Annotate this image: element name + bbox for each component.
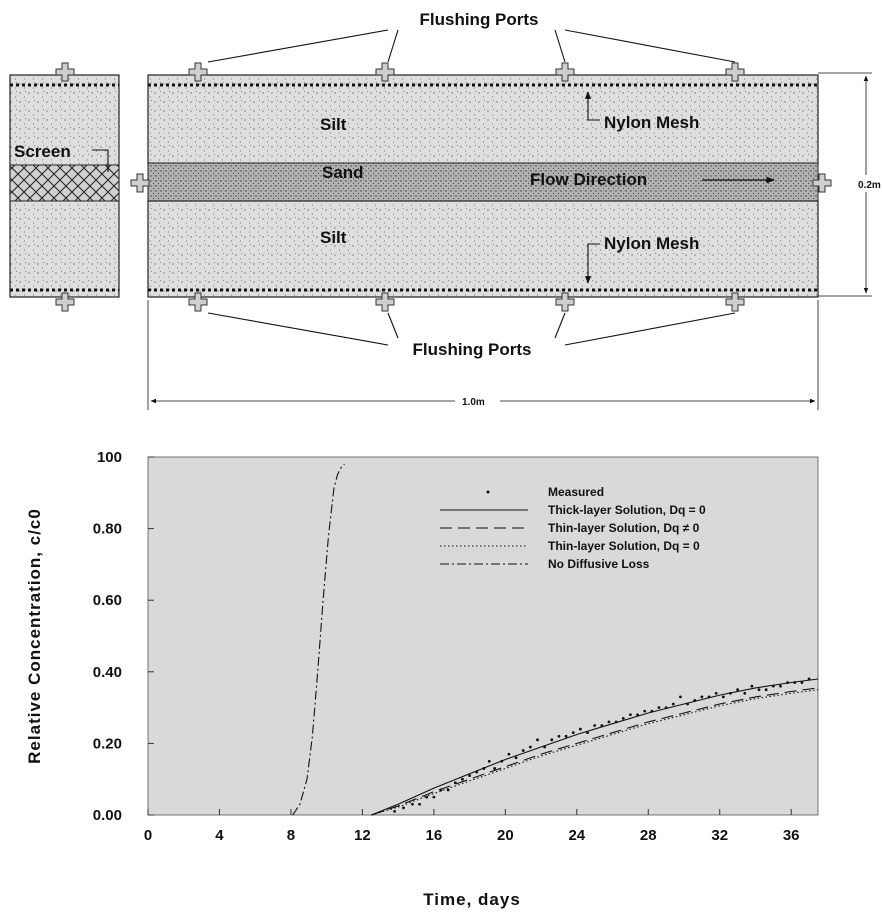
legend: Measured Thick-layer Solution, Dq = 0 Thin… xyxy=(440,485,706,571)
x-tick-label: 36 xyxy=(783,827,800,844)
screen-leader xyxy=(92,149,109,172)
x-axis-title: Time, days xyxy=(423,890,521,909)
end-view-cross-section xyxy=(9,62,120,312)
height-dimension-label: 0.2m xyxy=(858,180,881,191)
x-tick-label: 32 xyxy=(711,827,728,844)
y-tick-label: 0.20 xyxy=(93,735,122,752)
flushing-port-leaders xyxy=(207,29,736,346)
flushing-ports-bottom-label: Flushing Ports xyxy=(413,340,532,359)
data-point xyxy=(800,681,804,684)
data-point xyxy=(468,774,471,778)
nylon-mesh-bottom-leader xyxy=(584,243,600,284)
data-point xyxy=(557,734,561,738)
data-point xyxy=(757,688,761,692)
x-tick-label: 28 xyxy=(640,827,657,844)
length-dimension: 1.0m xyxy=(147,300,819,410)
silt-bottom-label: Silt xyxy=(320,228,347,247)
data-point xyxy=(425,795,429,799)
data-point xyxy=(418,802,421,806)
data-point xyxy=(657,706,661,709)
nylon-mesh-top-leader xyxy=(584,91,600,121)
data-point xyxy=(493,767,497,770)
data-point xyxy=(593,724,597,727)
series-line-dashdot xyxy=(292,463,345,816)
data-point xyxy=(643,709,647,713)
screen-crosshatch xyxy=(9,164,120,202)
data-point xyxy=(607,720,611,724)
data-point xyxy=(393,810,396,813)
legend-label: Thin-layer Solution, Dq ≠ 0 xyxy=(548,521,700,535)
data-point xyxy=(536,738,539,742)
data-point xyxy=(507,752,511,756)
screen-label: Screen xyxy=(14,142,71,161)
data-point xyxy=(571,731,575,735)
data-point xyxy=(402,806,405,810)
y-axis-ticks: 0.00 0.20 0.40 0.60 0.80 100 xyxy=(93,449,154,824)
series-line-solid xyxy=(371,678,819,816)
x-axis-ticks: 0 4 8 12 16 20 24 28 32 36 xyxy=(144,809,800,844)
series-line-dot xyxy=(371,689,819,816)
data-point xyxy=(621,716,625,720)
y-axis-title: Relative Concentration, c/c0 xyxy=(25,508,44,764)
x-tick-label: 16 xyxy=(426,827,443,844)
nylon-mesh-bottom-label: Nylon Mesh xyxy=(604,234,699,253)
data-point xyxy=(721,695,725,699)
data-point xyxy=(514,756,518,760)
legend-marker xyxy=(486,490,490,494)
series-layer xyxy=(292,463,819,816)
y-tick-label: 0.80 xyxy=(93,521,122,538)
x-tick-label: 12 xyxy=(354,827,371,844)
y-tick-label: 0.00 xyxy=(93,807,122,824)
data-point xyxy=(679,695,682,699)
sand-label: Sand xyxy=(322,163,364,182)
y-tick-label: 0.60 xyxy=(93,592,122,609)
plot-area xyxy=(147,456,819,816)
flow-direction-label: Flow Direction xyxy=(530,170,647,189)
legend-label: Thick-layer Solution, Dq = 0 xyxy=(548,503,706,517)
silt-layer-bottom xyxy=(147,200,819,298)
breakthrough-chart: 0.00 0.20 0.40 0.60 0.80 100 0 4 8 12 16 20 24 28 32 3… xyxy=(25,449,819,909)
legend-label: Thin-layer Solution, Dq = 0 xyxy=(548,539,700,553)
y-tick-label: 100 xyxy=(97,449,122,466)
x-tick-label: 20 xyxy=(497,827,514,844)
data-point xyxy=(564,734,568,738)
data-point xyxy=(743,691,747,695)
flushing-ports-top-label: Flushing Ports xyxy=(420,10,539,29)
silt-layer-top xyxy=(147,74,819,166)
data-point xyxy=(550,738,554,742)
data-point xyxy=(432,795,436,799)
data-point xyxy=(487,759,491,763)
data-point xyxy=(521,749,525,752)
data-point xyxy=(578,727,582,731)
data-point xyxy=(411,802,414,806)
data-point xyxy=(700,695,704,699)
length-dimension-label: 1.0m xyxy=(462,397,485,408)
series-measured xyxy=(393,677,811,813)
data-point xyxy=(671,702,675,706)
legend-label: No Diffusive Loss xyxy=(548,557,650,571)
data-point xyxy=(779,684,782,688)
data-point xyxy=(750,684,754,688)
y-tick-label: 0.40 xyxy=(93,664,122,681)
data-point xyxy=(764,688,768,692)
x-tick-label: 24 xyxy=(568,827,585,844)
data-point xyxy=(736,688,739,692)
data-point xyxy=(629,713,632,717)
height-dimension: 0.2m xyxy=(818,72,881,297)
nylon-mesh-top-label: Nylon Mesh xyxy=(604,113,699,132)
data-point xyxy=(461,777,464,781)
data-point xyxy=(714,691,718,695)
x-tick-label: 8 xyxy=(287,827,295,844)
series-line-dash xyxy=(371,687,819,816)
column-schematic: Flushing Ports Flushing Ports Silt Sand … xyxy=(9,10,881,410)
inlet-port-icon xyxy=(130,173,150,193)
sand-layer xyxy=(147,162,819,202)
data-point xyxy=(528,745,532,749)
x-tick-label: 4 xyxy=(215,827,224,844)
silt-top-label: Silt xyxy=(320,115,347,134)
side-view-column xyxy=(130,62,832,312)
x-tick-label: 0 xyxy=(144,827,152,844)
legend-label: Measured xyxy=(548,485,604,499)
